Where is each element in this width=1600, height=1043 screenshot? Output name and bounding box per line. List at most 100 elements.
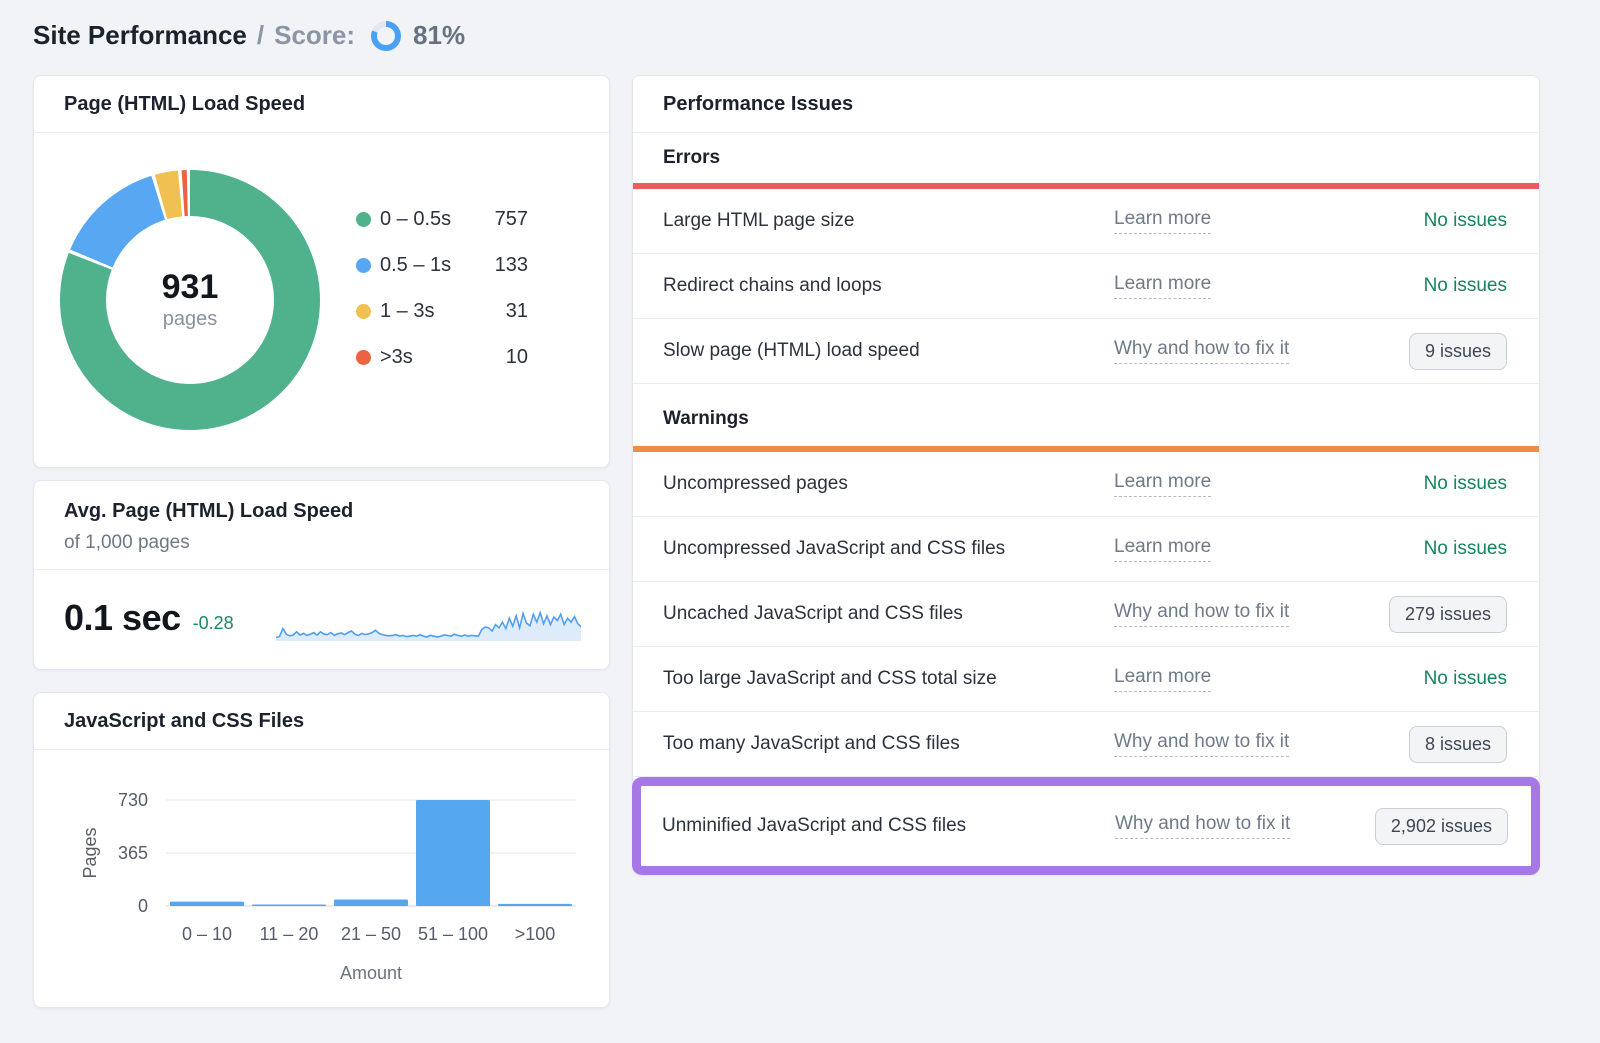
no-issues-label: No issues	[1423, 538, 1507, 559]
avg-load-speed-body: 0.1 sec -0.28	[34, 570, 609, 665]
issue-name: Uncompressed pages	[663, 473, 848, 494]
section-heading-warnings: Warnings	[663, 408, 749, 429]
sparkline-line	[275, 609, 581, 638]
section-heading-errors: Errors	[663, 147, 721, 168]
issue-name: Unminified JavaScript and CSS files	[662, 815, 967, 836]
y-tick-label: 365	[118, 843, 148, 863]
section-bar-warnings	[633, 446, 1539, 452]
issue-status-cell: 279 issues	[1388, 595, 1507, 633]
js-css-files-card: JavaScript and CSS Files 730 365 0 Pages 0 –…	[33, 692, 610, 1008]
load-speed-sparkline	[275, 609, 581, 641]
legend-label: 0.5 – 1s	[380, 253, 452, 276]
why-how-to-fix-link[interactable]: Why and how to fix it	[1114, 338, 1290, 364]
bar-1	[252, 904, 326, 906]
issue-row: Uncached JavaScript and CSS files Why and…	[633, 582, 1539, 647]
issue-name: Large HTML page size	[663, 210, 855, 231]
dashboard-columns: Page (HTML) Load Speed 931 pages 0 – 0.5…	[33, 75, 1540, 1008]
issue-row: Uncompressed pages Learn more No issues	[633, 452, 1539, 517]
issue-row: Large HTML page size Learn more No issues	[633, 189, 1539, 254]
right-column: Performance Issues Errors Large HTML page…	[632, 75, 1540, 875]
issue-status-cell: 9 issues	[1408, 332, 1507, 370]
issue-name: Slow page (HTML) load speed	[663, 340, 920, 361]
x-tick-label: 51 – 100	[418, 924, 488, 944]
issue-name: Uncached JavaScript and CSS files	[663, 603, 963, 624]
learn-more-link[interactable]: Learn more	[1114, 471, 1212, 497]
bar-3	[416, 800, 490, 906]
learn-more-link[interactable]: Learn more	[1114, 536, 1212, 562]
score-ring-icon	[371, 20, 402, 51]
issue-status-cell: No issues	[1424, 668, 1507, 690]
issue-row: Too large JavaScript and CSS total size L…	[633, 647, 1539, 712]
score-label: Score:	[274, 20, 356, 50]
js-css-files-card-header: JavaScript and CSS Files	[34, 693, 609, 750]
highlighted-issue-box: Unminified JavaScript and CSS files Why a…	[632, 777, 1540, 875]
left-column: Page (HTML) Load Speed 931 pages 0 – 0.5…	[33, 75, 610, 1008]
issue-row: Redirect chains and loops Learn more No is…	[633, 254, 1539, 319]
issue-row: Too many JavaScript and CSS files Why and…	[633, 712, 1539, 777]
issue-name: Too many JavaScript and CSS files	[663, 733, 960, 754]
page-header: Site Performance / Score: 81%	[33, 18, 1540, 75]
issue-row: Unminified JavaScript and CSS files Why a…	[641, 786, 1531, 866]
bar-2	[334, 899, 408, 906]
issue-row: Slow page (HTML) load speed Why and how t…	[633, 319, 1539, 384]
files-bar-chart: 730 365 0 Pages 0 – 10 11 – 20 21 – 50 51 – 100…	[80, 790, 576, 983]
legend-dot-icon	[356, 211, 371, 227]
legend-dot-icon	[356, 349, 371, 365]
legend-label: 0 – 0.5s	[380, 207, 452, 230]
issues-count-button[interactable]: 2,902 issues	[1374, 807, 1508, 845]
legend-value: 31	[505, 299, 528, 322]
issue-status-cell: No issues	[1424, 275, 1507, 297]
x-tick-label: >100	[515, 924, 556, 944]
y-tick-label: 0	[138, 896, 148, 916]
avg-load-speed-card: Avg. Page (HTML) Load Speed of 1,000 pag…	[33, 480, 610, 670]
issues-count-button[interactable]: 9 issues	[1408, 332, 1507, 370]
avg-load-speed-card-title: Avg. Page (HTML) Load Speed	[64, 500, 354, 522]
donut-chart-svg	[60, 170, 320, 430]
performance-issues-header: Performance Issues	[633, 76, 1539, 133]
page-title: Site Performance	[33, 20, 247, 50]
issue-name: Too large JavaScript and CSS total size	[663, 668, 997, 689]
why-how-to-fix-link[interactable]: Why and how to fix it	[1114, 601, 1290, 627]
score-value: 81%	[413, 20, 466, 50]
issue-status-cell: No issues	[1424, 538, 1507, 560]
legend-label: 1 – 3s	[380, 299, 435, 322]
issue-status-cell: 2,902 issues	[1374, 807, 1508, 845]
avg-load-speed-value: 0.1 sec	[64, 596, 181, 638]
why-how-to-fix-link[interactable]: Why and how to fix it	[1114, 731, 1290, 757]
x-tick-label: 11 – 20	[260, 924, 319, 944]
issue-status-cell: No issues	[1424, 473, 1507, 495]
js-css-files-body: 730 365 0 Pages 0 – 10 11 – 20 21 – 50 51 – 100…	[34, 750, 609, 989]
legend-value: 133	[494, 253, 528, 276]
legend-item-3: >3s 10	[356, 346, 528, 369]
performance-issues-title: Performance Issues	[663, 92, 854, 115]
js-css-files-card-title: JavaScript and CSS Files	[64, 709, 305, 732]
legend-item-0: 0 – 0.5s 757	[356, 208, 528, 231]
learn-more-link[interactable]: Learn more	[1114, 273, 1212, 299]
avg-load-speed-card-header: Avg. Page (HTML) Load Speed of 1,000 pag…	[34, 481, 609, 570]
issue-row: Uncompressed JavaScript and CSS files Lea…	[633, 517, 1539, 582]
legend-item-2: 1 – 3s 31	[356, 300, 528, 323]
legend-dot-icon	[356, 257, 371, 273]
learn-more-link[interactable]: Learn more	[1114, 208, 1212, 234]
why-how-to-fix-link[interactable]: Why and how to fix it	[1115, 813, 1291, 839]
issues-list: Errors Large HTML page size Learn more No i…	[632, 133, 1540, 875]
issues-count-button[interactable]: 279 issues	[1388, 595, 1507, 633]
y-tick-label: 730	[118, 790, 148, 810]
page-load-speed-card: Page (HTML) Load Speed 931 pages 0 – 0.5…	[33, 75, 610, 468]
sparkline-area	[275, 612, 581, 641]
learn-more-link[interactable]: Learn more	[1114, 666, 1212, 692]
issues-count-button[interactable]: 8 issues	[1408, 725, 1507, 763]
legend-item-1: 0.5 – 1s 133	[356, 254, 528, 277]
legend-label: >3s	[380, 345, 413, 368]
y-axis-label: Pages	[80, 827, 100, 878]
load-speed-donut-chart: 931 pages	[58, 168, 322, 432]
legend-value: 757	[494, 207, 528, 230]
avg-load-speed-delta: -0.28	[192, 613, 234, 633]
performance-issues-card: Performance Issues Errors Large HTML page…	[632, 75, 1540, 875]
issue-name: Redirect chains and loops	[663, 275, 882, 296]
issue-name: Uncompressed JavaScript and CSS files	[663, 538, 1006, 559]
issue-status-cell: No issues	[1424, 210, 1507, 232]
donut-segment-0	[60, 170, 320, 430]
donut-legend: 0 – 0.5s 757 0.5 – 1s 133 1 – 3s 31 >3s 10	[356, 208, 528, 369]
no-issues-label: No issues	[1423, 473, 1507, 494]
